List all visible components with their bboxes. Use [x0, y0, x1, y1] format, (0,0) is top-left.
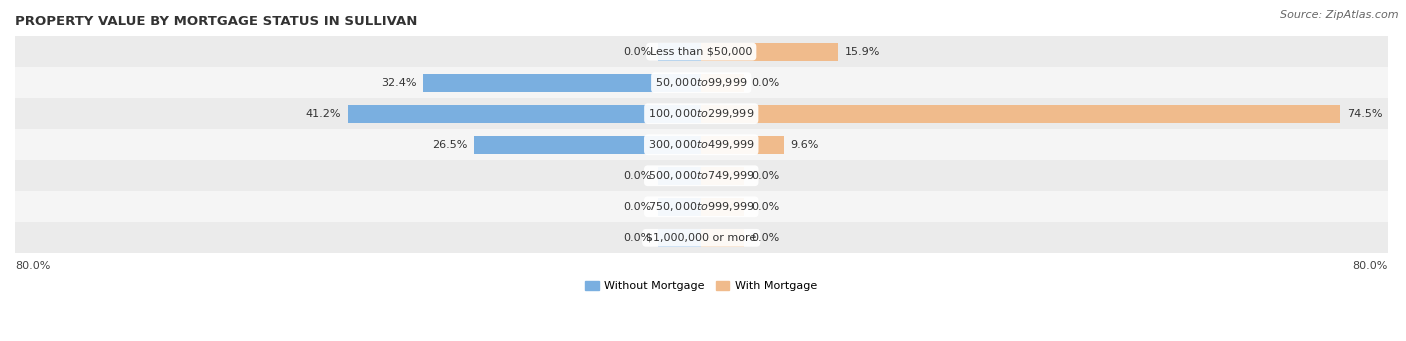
- Text: Less than $50,000: Less than $50,000: [650, 47, 752, 57]
- Text: 41.2%: 41.2%: [305, 109, 342, 119]
- Text: 0.0%: 0.0%: [751, 171, 779, 181]
- Bar: [15, 129, 1388, 160]
- Text: Source: ZipAtlas.com: Source: ZipAtlas.com: [1281, 10, 1399, 20]
- Text: 32.4%: 32.4%: [381, 78, 416, 88]
- Bar: [702, 198, 744, 216]
- Bar: [15, 191, 1388, 222]
- Bar: [702, 105, 1340, 123]
- Text: $50,000 to $99,999: $50,000 to $99,999: [655, 76, 748, 89]
- Text: 0.0%: 0.0%: [751, 78, 779, 88]
- Bar: [658, 229, 702, 247]
- Bar: [423, 74, 702, 92]
- Bar: [15, 222, 1388, 253]
- Text: 0.0%: 0.0%: [751, 202, 779, 212]
- Text: 0.0%: 0.0%: [623, 47, 651, 57]
- Text: 0.0%: 0.0%: [751, 233, 779, 243]
- Text: 26.5%: 26.5%: [432, 140, 467, 150]
- Bar: [702, 43, 838, 61]
- Bar: [15, 160, 1388, 191]
- Text: 15.9%: 15.9%: [845, 47, 880, 57]
- Text: 0.0%: 0.0%: [623, 202, 651, 212]
- Text: 80.0%: 80.0%: [1353, 261, 1388, 271]
- Text: 0.0%: 0.0%: [623, 233, 651, 243]
- Bar: [15, 67, 1388, 98]
- Text: $300,000 to $499,999: $300,000 to $499,999: [648, 138, 755, 151]
- Bar: [347, 105, 702, 123]
- Bar: [702, 74, 744, 92]
- Text: 0.0%: 0.0%: [623, 171, 651, 181]
- Text: 74.5%: 74.5%: [1347, 109, 1382, 119]
- Bar: [658, 198, 702, 216]
- Bar: [658, 167, 702, 185]
- Bar: [702, 229, 744, 247]
- Bar: [702, 136, 783, 154]
- Text: $1,000,000 or more: $1,000,000 or more: [647, 233, 756, 243]
- Text: PROPERTY VALUE BY MORTGAGE STATUS IN SULLIVAN: PROPERTY VALUE BY MORTGAGE STATUS IN SUL…: [15, 15, 418, 28]
- Text: 9.6%: 9.6%: [790, 140, 818, 150]
- Text: $750,000 to $999,999: $750,000 to $999,999: [648, 200, 755, 213]
- Text: 80.0%: 80.0%: [15, 261, 51, 271]
- Text: $100,000 to $299,999: $100,000 to $299,999: [648, 107, 755, 120]
- Bar: [474, 136, 702, 154]
- Bar: [658, 43, 702, 61]
- Legend: Without Mortgage, With Mortgage: Without Mortgage, With Mortgage: [581, 276, 821, 296]
- Bar: [702, 167, 744, 185]
- Text: $500,000 to $749,999: $500,000 to $749,999: [648, 169, 755, 182]
- Bar: [15, 98, 1388, 129]
- Bar: [15, 36, 1388, 67]
